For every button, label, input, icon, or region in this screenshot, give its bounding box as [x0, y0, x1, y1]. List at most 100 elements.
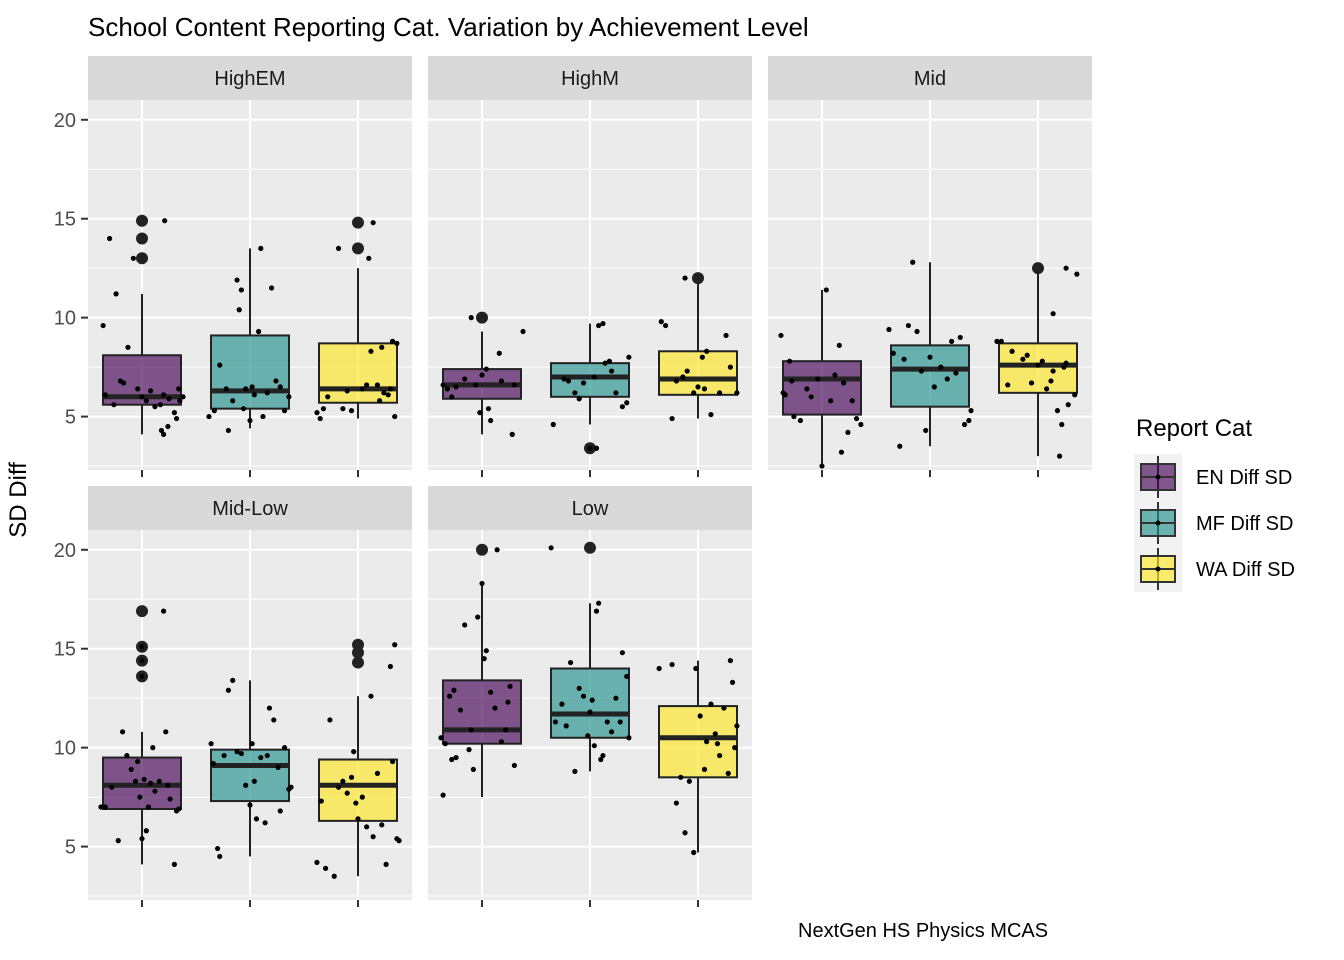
jitter-point — [234, 277, 240, 283]
jitter-point — [180, 394, 186, 400]
jitter-point — [695, 384, 701, 390]
jitter-point — [708, 411, 714, 418]
jitter-point — [139, 836, 145, 842]
jitter-point — [714, 741, 721, 747]
jitter-point — [472, 382, 479, 388]
jitter-point — [488, 689, 494, 695]
jitter-point — [359, 794, 365, 800]
jitter-point — [355, 816, 361, 822]
jitter-point — [171, 861, 177, 867]
jitter-point — [273, 378, 279, 384]
jitter-point — [462, 376, 468, 382]
jitter-point — [344, 388, 350, 394]
jitter-point — [1061, 364, 1067, 370]
jitter-point — [176, 806, 182, 812]
jitter-point — [318, 798, 324, 804]
jitter-point — [98, 804, 104, 810]
jitter-point — [286, 394, 292, 400]
jitter-point — [669, 661, 675, 668]
jitter-point — [598, 756, 604, 763]
jitter-point — [340, 778, 346, 784]
jitter-point — [727, 364, 734, 370]
jitter-point — [1054, 408, 1061, 414]
jitter-point — [901, 356, 907, 362]
boxplot-wa-diff-sd — [658, 272, 740, 422]
jitter-point — [1009, 348, 1015, 354]
jitter-point — [691, 849, 697, 856]
y-tick-label: 5 — [65, 837, 76, 859]
boxplot-en-diff-sd — [100, 214, 186, 437]
jitter-point — [451, 687, 457, 693]
jitter-point — [258, 245, 264, 251]
jitter-point — [729, 679, 736, 685]
jitter-point — [624, 400, 630, 406]
jitter-point — [1044, 386, 1050, 392]
jitter-point — [139, 673, 145, 680]
jitter-point — [693, 665, 699, 672]
jitter-point — [567, 659, 574, 666]
facet-strip — [88, 486, 412, 530]
jitter-point — [121, 380, 127, 386]
jitter-point — [858, 421, 864, 428]
jitter-point — [148, 780, 154, 786]
jitter-point — [266, 705, 273, 711]
jitter-point — [351, 749, 357, 755]
jitter-point — [223, 386, 229, 392]
jitter-point — [712, 731, 718, 737]
jitter-point — [488, 417, 494, 424]
jitter-point — [563, 723, 569, 729]
jitter-point — [680, 374, 686, 380]
jitter-point — [100, 322, 106, 329]
facet-strip — [428, 486, 752, 530]
jitter-point — [559, 701, 565, 707]
box-iqr — [890, 344, 970, 408]
box-iqr — [210, 748, 290, 803]
box-iqr — [658, 705, 738, 779]
jitter-point — [277, 808, 283, 814]
jitter-point — [624, 673, 630, 680]
jitter-point — [221, 752, 227, 759]
jitter-point — [167, 796, 173, 802]
jitter-point — [596, 322, 602, 329]
jitter-point — [387, 386, 393, 392]
jitter-point — [251, 392, 257, 398]
jitter-point — [102, 804, 108, 810]
jitter-point — [217, 362, 223, 368]
jitter-point — [587, 445, 593, 451]
jitter-point — [602, 360, 608, 366]
jitter-point — [819, 463, 825, 469]
jitter-point — [230, 677, 236, 683]
legend-item-label: MF Diff SD — [1196, 513, 1293, 535]
jitter-point — [966, 417, 972, 424]
jitter-point — [686, 778, 692, 784]
jitter-point — [323, 865, 329, 871]
jitter-point — [927, 354, 933, 360]
jitter-point — [587, 709, 593, 715]
boxplot-mf-diff-sd — [886, 259, 974, 449]
jitter-point — [593, 608, 600, 614]
boxplot-en-diff-sd — [438, 543, 522, 798]
jitter-point — [139, 657, 145, 664]
facet-panel-low: Low — [428, 486, 752, 907]
jitter-point — [787, 358, 793, 364]
jitter-point — [394, 340, 400, 346]
jitter-point — [897, 443, 903, 449]
jitter-point — [453, 754, 459, 761]
jitter-point — [438, 735, 444, 741]
jitter-point — [701, 386, 708, 392]
jitter-point — [550, 421, 556, 428]
jitter-point — [115, 838, 121, 844]
box-iqr — [318, 758, 398, 822]
jitter-point — [520, 328, 526, 335]
jitter-point — [580, 693, 587, 699]
boxplot-mf-diff-sd — [550, 320, 632, 455]
jitter-point — [392, 413, 398, 420]
jitter-point — [483, 366, 489, 372]
outlier-point — [584, 541, 596, 554]
jitter-point — [658, 319, 664, 325]
facet-strip — [428, 56, 752, 100]
jitter-point — [145, 804, 152, 810]
jitter-point — [708, 701, 714, 707]
jitter-point — [789, 378, 795, 384]
jitter-point — [141, 776, 147, 782]
